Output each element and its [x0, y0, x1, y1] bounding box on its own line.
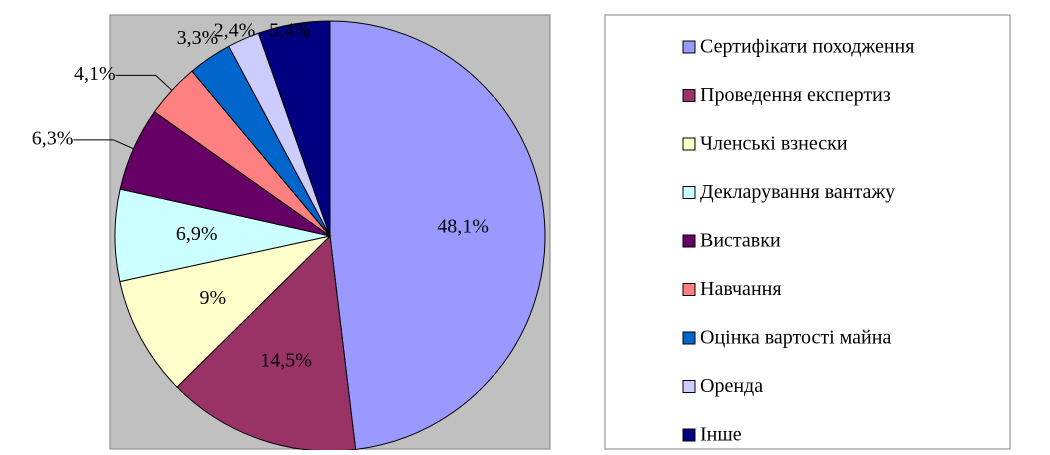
leader-line	[73, 139, 134, 150]
legend-label: Проведення експертиз	[700, 84, 891, 106]
pie-slice	[329, 20, 546, 451]
legend-swatch	[682, 89, 696, 102]
legend-swatch	[682, 137, 696, 151]
legend-swatch	[682, 428, 696, 442]
legend-label: Членські взнески	[700, 133, 848, 155]
data-label: 2,4%	[214, 20, 256, 42]
data-label: 6,3%	[32, 127, 74, 149]
leader-line	[115, 74, 173, 91]
legend-swatch	[682, 234, 696, 248]
legend-label: Інше	[700, 424, 742, 446]
data-label: 14,5%	[260, 349, 312, 371]
data-label: 4,1%	[74, 63, 116, 85]
data-label: 3,3%	[177, 27, 219, 49]
legend-label: Виставки	[700, 230, 781, 252]
legend-label: Навчання	[700, 278, 782, 300]
legend-swatch	[682, 40, 696, 54]
data-label: 9%	[199, 287, 226, 309]
legend-swatch	[682, 331, 696, 345]
data-label: 48,1%	[437, 216, 489, 238]
pie-slice	[257, 20, 331, 237]
legend-swatch	[682, 380, 696, 393]
data-label: 6,9%	[176, 223, 218, 245]
legend-swatch	[682, 186, 696, 199]
data-label: 5,4%	[269, 20, 311, 42]
legend-label: Декларування вантажу	[700, 181, 895, 203]
legend-swatch	[682, 283, 696, 296]
legend-label: Сертифікати походження	[700, 36, 914, 58]
legend-box	[604, 14, 1011, 450]
pie-slice	[119, 235, 332, 388]
legend-label: Оренда	[700, 375, 763, 397]
legend-label: Оцінка вартості майна	[700, 327, 891, 349]
